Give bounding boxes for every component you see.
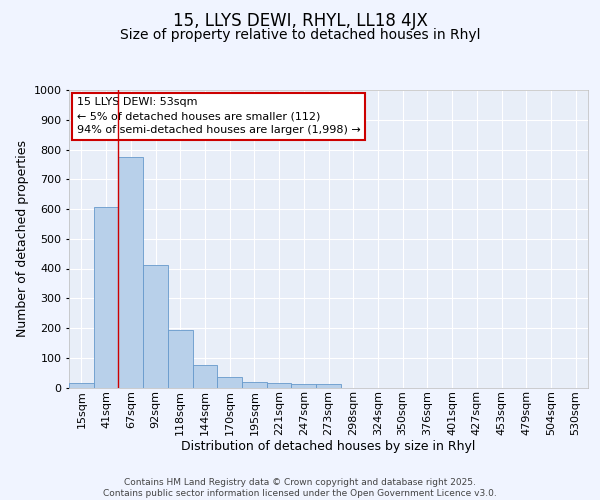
Bar: [94, 207, 118, 388]
Bar: [217, 377, 242, 388]
Text: 15 LLYS DEWI: 53sqm
← 5% of detached houses are smaller (112)
94% of semi-detach: 15 LLYS DEWI: 53sqm ← 5% of detached hou…: [77, 98, 361, 136]
Bar: [242, 382, 267, 388]
Text: Contains HM Land Registry data © Crown copyright and database right 2025.
Contai: Contains HM Land Registry data © Crown c…: [103, 478, 497, 498]
Y-axis label: Number of detached properties: Number of detached properties: [16, 140, 29, 337]
X-axis label: Distribution of detached houses by size in Rhyl: Distribution of detached houses by size …: [181, 440, 476, 452]
Text: 15, LLYS DEWI, RHYL, LL18 4JX: 15, LLYS DEWI, RHYL, LL18 4JX: [173, 12, 427, 30]
Bar: [118, 157, 143, 388]
Bar: [143, 265, 168, 388]
Bar: [168, 330, 193, 388]
Text: Size of property relative to detached houses in Rhyl: Size of property relative to detached ho…: [120, 28, 480, 42]
Bar: [316, 384, 341, 388]
Bar: [69, 383, 94, 388]
Bar: [267, 383, 292, 388]
Bar: [193, 364, 217, 388]
Bar: [292, 384, 316, 388]
